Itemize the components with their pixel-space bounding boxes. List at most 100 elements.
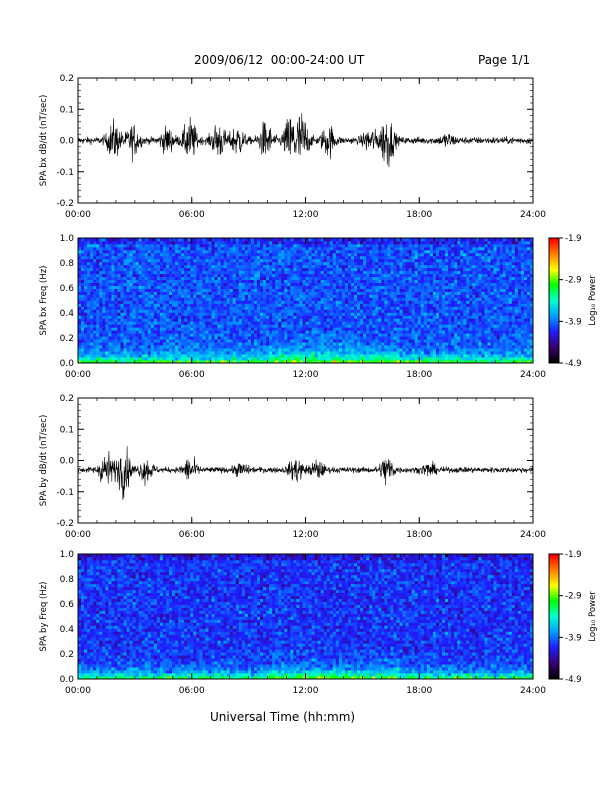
heatmap-cell	[272, 297, 276, 301]
heatmap-cell	[284, 285, 288, 289]
heatmap-cell	[187, 348, 191, 352]
heatmap-cell	[514, 303, 519, 307]
heatmap-cell	[417, 294, 422, 298]
heatmap-cell	[96, 321, 100, 325]
heatmap-cell	[396, 312, 400, 316]
heatmap-cell	[150, 342, 155, 346]
heatmap-cell	[278, 297, 282, 301]
heatmap-cell	[162, 360, 167, 364]
heatmap-cell	[469, 303, 473, 307]
heatmap-cell	[93, 264, 97, 269]
heatmap-cell	[105, 300, 109, 304]
heatmap-cell	[448, 267, 452, 272]
heatmap-cell	[247, 342, 252, 346]
heatmap-cell	[344, 306, 349, 310]
heatmap-cell	[445, 285, 449, 289]
heatmap-cell	[463, 327, 467, 331]
heatmap-cell	[165, 291, 170, 295]
heatmap-cell	[84, 285, 88, 289]
heatmap-cell	[396, 321, 400, 325]
heatmap-cell	[363, 297, 367, 301]
heatmap-cell	[366, 300, 370, 304]
heatmap-cell	[408, 357, 413, 361]
heatmap-cell	[375, 333, 379, 337]
heatmap-cell	[354, 267, 358, 272]
heatmap-cell	[87, 339, 91, 343]
heatmap-cell	[108, 270, 112, 275]
heatmap-cell	[360, 279, 364, 283]
heatmap-cell	[475, 285, 479, 289]
heatmap-cell	[384, 327, 388, 331]
heatmap-cell	[102, 327, 106, 331]
heatmap-cell	[411, 291, 416, 295]
heatmap-cell	[429, 306, 434, 310]
heatmap-cell	[463, 294, 467, 298]
heatmap-cell	[96, 336, 100, 340]
heatmap-cell	[411, 297, 416, 301]
heatmap-cell	[493, 330, 497, 334]
heatmap-cell	[120, 336, 124, 340]
heatmap-cell	[363, 345, 367, 349]
heatmap-cell	[341, 321, 346, 325]
heatmap-cell	[375, 321, 379, 325]
heatmap-cell	[141, 285, 146, 289]
heatmap-cell	[451, 306, 455, 310]
heatmap-cell	[269, 360, 273, 364]
heatmap-cell	[275, 312, 279, 316]
heatmap-cell	[156, 276, 161, 281]
heatmap-cell	[393, 285, 397, 289]
heatmap-cell	[429, 300, 434, 304]
heatmap-cell	[287, 291, 291, 295]
heatmap-cell	[126, 333, 130, 337]
heatmap-cell	[384, 360, 388, 364]
heatmap-cell	[108, 282, 112, 286]
heatmap-cell	[454, 360, 458, 364]
heatmap-cell	[314, 357, 318, 361]
heatmap-cell	[505, 360, 510, 364]
heatmap-cell	[399, 318, 403, 322]
heatmap-cell	[347, 279, 352, 283]
heatmap-cell	[469, 279, 473, 283]
heatmap-cell	[484, 309, 488, 313]
heatmap-cell	[93, 357, 97, 361]
heatmap-cell	[260, 324, 264, 328]
heatmap-cell	[141, 294, 146, 298]
heatmap-cell	[214, 291, 218, 295]
heatmap-cell	[393, 294, 397, 298]
heatmap-cell	[414, 360, 419, 364]
heatmap-cell	[93, 336, 97, 340]
heatmap-cell	[93, 291, 97, 295]
heatmap-cell	[438, 330, 443, 334]
heatmap-cell	[499, 360, 504, 364]
heatmap-cell	[520, 324, 525, 328]
heatmap-cell	[284, 360, 288, 364]
heatmap-cell	[150, 357, 155, 361]
heatmap-cell	[281, 357, 285, 361]
heatmap-cell	[266, 357, 270, 361]
heatmap-cell	[466, 276, 470, 281]
heatmap-cell	[317, 300, 322, 304]
heatmap-cell	[460, 279, 464, 283]
heatmap-cell	[244, 321, 249, 325]
heatmap-cell	[217, 357, 221, 361]
heatmap-cell	[517, 303, 522, 307]
heatmap-cell	[442, 312, 446, 316]
heatmap-cell	[208, 297, 212, 301]
heatmap-cell	[184, 351, 188, 355]
heatmap-cell	[181, 327, 185, 331]
heatmap-cell	[205, 330, 209, 334]
heatmap-cell	[387, 285, 391, 289]
heatmap-cell	[405, 345, 409, 349]
heatmap-cell	[214, 288, 218, 292]
heatmap-cell	[366, 267, 370, 272]
heatmap-cell	[338, 297, 343, 301]
heatmap-cell	[150, 351, 155, 355]
heatmap-cell	[184, 321, 188, 325]
heatmap-cell	[169, 303, 173, 307]
heatmap-cell	[169, 285, 173, 289]
heatmap-cell	[141, 276, 146, 281]
heatmap-cell	[396, 345, 400, 349]
heatmap-cell	[517, 312, 522, 316]
heatmap-cell	[129, 309, 133, 313]
heatmap-cell	[520, 312, 525, 316]
